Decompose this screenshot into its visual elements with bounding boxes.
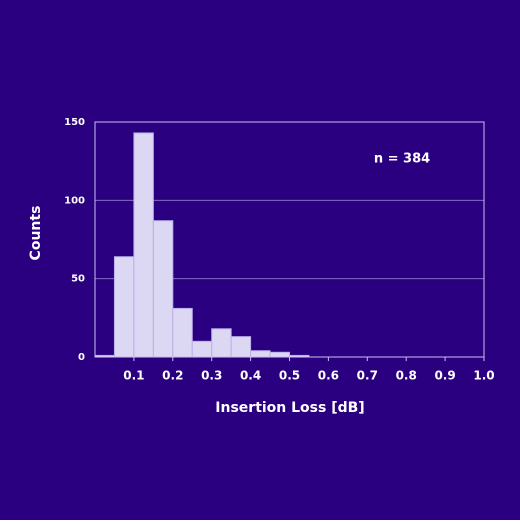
x-axis-label: Insertion Loss [dB] [215,400,364,416]
x-tick-label: 0.8 [396,369,417,383]
x-tick-label: 0.5 [279,369,300,383]
bar [133,132,154,358]
bar [211,328,232,358]
x-tick-label: 0.6 [318,369,339,383]
x-tick-label: 0.3 [201,369,222,383]
bar [191,340,213,358]
x-tick-label: 0.4 [240,369,261,383]
annotation: n = 384 [374,152,430,167]
y-tick-label: 150 [64,117,85,128]
x-tick-label: 1.0 [473,369,494,383]
bar [230,336,252,358]
bar [172,307,193,358]
y-tick-label: 50 [71,274,85,285]
x-tick-label: 0.2 [162,369,183,383]
y-axis-label: Counts [28,206,44,261]
y-tick-label: 100 [64,195,85,206]
bar [152,220,174,358]
x-tick-label: 0.9 [434,369,455,383]
x-tick-label: 0.7 [357,369,378,383]
x-tick-label: 0.1 [123,369,144,383]
bar [250,350,271,358]
bar [269,351,290,358]
y-tick-label: 0 [78,352,85,363]
bar [113,256,135,358]
